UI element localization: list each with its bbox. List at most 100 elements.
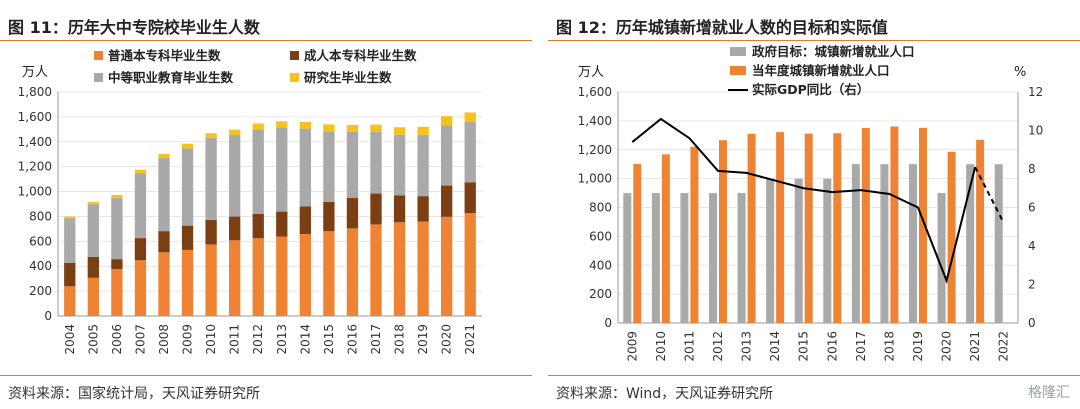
bar-target <box>737 193 746 323</box>
bar-segment <box>87 257 99 278</box>
x-tick-label: 2016 <box>345 324 359 355</box>
bar-segment <box>323 124 335 132</box>
bar-target <box>623 193 632 323</box>
bar-segment <box>441 116 453 126</box>
bar-segment <box>229 134 241 217</box>
bar-segment <box>252 129 264 214</box>
x-tick-label: 2013 <box>275 324 289 355</box>
legend-label: 普通本专科毕业生数 <box>108 48 221 63</box>
bar-segment <box>181 249 194 316</box>
legend-label: 当年度城镇新增就业人口 <box>752 63 890 78</box>
x-tick-label: 2015 <box>322 324 336 355</box>
bar-target <box>994 164 1003 323</box>
x-tick-label: 2020 <box>940 331 954 362</box>
bar-segment <box>346 198 359 229</box>
bar-segment <box>87 277 99 316</box>
x-tick-label: 2011 <box>228 324 242 355</box>
x-tick-label: 2010 <box>204 324 218 355</box>
bar-segment <box>370 193 382 225</box>
bar-segment <box>181 148 194 226</box>
y-tick-label: 1,200 <box>578 143 612 157</box>
bar-target <box>709 193 717 323</box>
bar-segment <box>134 260 147 316</box>
x-tick-label: 2021 <box>463 324 477 355</box>
source-rule <box>548 375 1080 376</box>
bar-segment <box>299 128 311 207</box>
bar-segment <box>276 121 288 128</box>
bar-segment <box>111 194 123 199</box>
title-rule <box>548 40 1080 41</box>
x-tick-label: 2016 <box>825 331 839 362</box>
y-right-tick-label: 12 <box>1028 85 1043 99</box>
y-tick-label: 1,400 <box>18 135 52 149</box>
y-tick-label: 1,600 <box>18 110 52 124</box>
bar-target <box>909 164 917 323</box>
y-right-tick-label: 6 <box>1028 201 1036 215</box>
bar-segment <box>64 216 76 219</box>
x-tick-label: 2014 <box>768 331 782 362</box>
bar-segment <box>370 224 382 316</box>
bar-segment <box>299 121 311 129</box>
bar-actual <box>804 133 813 323</box>
bar-target <box>823 178 832 323</box>
bar-segment <box>299 233 311 316</box>
bar-segment <box>64 218 76 263</box>
bar-segment <box>417 196 429 222</box>
gdp-line <box>631 117 977 284</box>
x-tick-label: 2018 <box>393 324 407 355</box>
source-note: 资料来源：Wind，天风证券研究所 <box>556 386 774 402</box>
bar-segment <box>393 222 406 316</box>
bar-segment <box>417 126 429 135</box>
y-tick-label: 1,400 <box>578 114 612 128</box>
bar-segment <box>158 153 170 159</box>
bar-target <box>680 193 689 323</box>
bar-segment <box>441 216 453 316</box>
legend-label: 政府目标：城镇新增就业人口 <box>752 44 915 59</box>
bar-line-combo-chart: 万人 % 0 200 400 600 800 1,000 1,200 1,400 1,600 0 2 4 6… <box>578 44 1044 362</box>
x-tick-label: 2019 <box>911 331 925 362</box>
legend-label: 中等职业教育毕业生数 <box>108 70 234 85</box>
bar-segment <box>464 121 476 183</box>
bar-target <box>851 164 860 323</box>
x-tick-label: 2005 <box>86 324 100 355</box>
figure-title: 图 12：历年城镇新增就业人数的目标和实际值 <box>556 18 888 37</box>
bar-actual <box>690 146 699 323</box>
legend-label: 成人本专科毕业生数 <box>304 48 417 63</box>
bar-segment <box>229 216 241 241</box>
x-tick-label: 2020 <box>440 324 454 355</box>
bar-segment <box>252 213 264 239</box>
bar-segment <box>370 124 382 132</box>
bar-segment <box>64 262 76 287</box>
bar-segment <box>205 133 217 138</box>
legend-swatch <box>290 51 299 60</box>
bar-segment <box>417 134 429 197</box>
y-tick-label: 1,200 <box>18 160 52 174</box>
x-tick-label: 2004 <box>63 324 77 355</box>
bar-segment <box>276 236 288 316</box>
bar-segment <box>205 244 217 316</box>
x-tick-label: 2006 <box>110 324 124 355</box>
bar-segment <box>252 123 264 130</box>
source-rule <box>0 375 532 376</box>
bar-segment <box>229 129 241 135</box>
bar-segment <box>134 238 147 261</box>
y-tick-label: 400 <box>589 258 612 272</box>
x-tick-label: 2017 <box>854 331 868 362</box>
x-tick-label: 2012 <box>711 331 725 362</box>
y-right-tick-label: 4 <box>1028 239 1036 253</box>
y-axis-unit-label: 万人 <box>22 65 48 80</box>
y-tick-label: 800 <box>589 201 612 215</box>
legend-swatch <box>290 73 299 82</box>
legend-swatch <box>94 51 103 60</box>
x-tick-label: 2007 <box>133 324 147 355</box>
bar-segment <box>346 228 359 316</box>
bar-segment <box>134 169 147 174</box>
bar-segment <box>111 259 123 270</box>
bar-actual <box>776 132 785 323</box>
y-tick-label: 0 <box>44 309 52 323</box>
bar-segment <box>441 125 453 186</box>
chart-panel-right: 图 12：历年城镇新增就业人数的目标和实际值 万人% 0 200 400 600 800 1… <box>548 0 1080 409</box>
x-tick-label: 2019 <box>416 324 430 355</box>
bar-segment <box>393 134 406 196</box>
x-tick-label: 2009 <box>181 324 195 355</box>
